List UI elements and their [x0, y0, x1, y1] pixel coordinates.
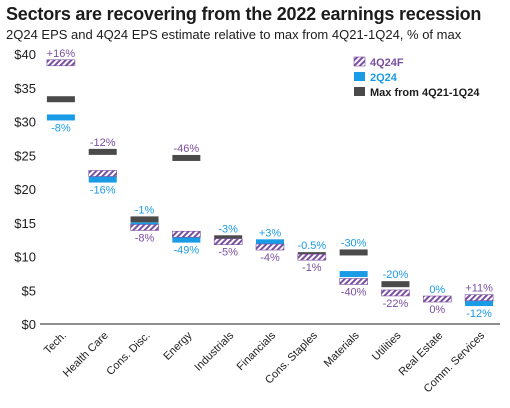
max-mark: [339, 249, 368, 256]
x-tick-label: Industrials: [192, 329, 236, 373]
max-mark: [88, 148, 117, 155]
y-tick-label: $5: [22, 283, 36, 298]
actual-mark: [46, 114, 75, 121]
y-tick-label: $30: [14, 115, 36, 130]
max-mark: [214, 235, 243, 242]
y-tick-label: $40: [14, 47, 36, 62]
legend-label: 2Q24: [370, 72, 398, 84]
data-label-2q24: -49%: [174, 245, 200, 257]
forecast-mark: [172, 230, 201, 238]
data-label-4q24f: -5%: [218, 247, 238, 259]
forecast-mark: [339, 278, 368, 285]
actual-mark: [256, 239, 284, 246]
data-label-2q24: +3%: [259, 227, 282, 239]
forecast-mark: [46, 59, 76, 67]
x-tick-label: Financials: [235, 329, 279, 373]
data-label-4q24f: -22%: [383, 298, 409, 310]
data-label-2q24: 0%: [429, 284, 445, 296]
data-label-2q24: -16%: [90, 185, 116, 197]
data-label-4q24f: -8%: [135, 232, 155, 244]
legend-swatch: [354, 72, 365, 81]
chart-subtitle: 2Q24 EPS and 4Q24 EPS estimate relative …: [6, 27, 462, 42]
y-tick-label: $15: [14, 216, 36, 231]
x-tick-label: Health Care: [61, 330, 111, 380]
data-label-4q24f: -40%: [341, 286, 367, 298]
data-label-2q24: -20%: [383, 269, 409, 281]
forecast-mark: [88, 170, 118, 177]
forecast-mark: [255, 243, 285, 251]
legend-label: Max from 4Q21-1Q24: [370, 87, 480, 99]
legend-label: 4Q24F: [370, 57, 404, 69]
data-label-4q24f: -46%: [174, 143, 200, 155]
data-label-4q24f: -4%: [260, 252, 280, 264]
x-tick-label: Utilities: [370, 329, 404, 363]
x-tick-label: Cons. Disc.: [104, 330, 152, 378]
actual-mark: [88, 176, 117, 183]
y-tick-label: $0: [22, 317, 36, 332]
x-tick-label: Materials: [322, 329, 362, 369]
data-label-4q24f: -1%: [302, 262, 322, 274]
data-label-4q24f: +11%: [465, 283, 493, 295]
max-mark: [130, 216, 159, 223]
max-mark: [381, 281, 410, 288]
chart-title: Sectors are recovering from the 2022 ear…: [6, 4, 482, 24]
max-mark: [172, 154, 201, 161]
data-label-2q24: -1%: [135, 204, 155, 216]
forecast-mark: [213, 238, 243, 245]
y-tick-label: $20: [14, 182, 36, 197]
forecast-mark: [297, 253, 327, 261]
data-label-4q24f: +16%: [47, 48, 76, 60]
data-label-2q24: -3%: [218, 223, 238, 235]
legend-swatch: [354, 87, 365, 96]
chart-legend: 4Q24F 2Q24 Max from 4Q21-1Q24: [353, 56, 480, 99]
actual-mark: [172, 236, 201, 243]
actual-mark: [339, 271, 368, 278]
y-tick-label: $10: [14, 250, 36, 265]
forecast-mark: [130, 224, 159, 231]
legend-swatch: [353, 56, 366, 67]
forecast-mark: [381, 289, 410, 297]
data-label-2q24: -30%: [341, 237, 367, 249]
y-tick-label: $35: [14, 81, 36, 96]
max-mark: [46, 96, 75, 103]
y-tick-label: $25: [14, 148, 36, 163]
forecast-mark: [422, 295, 452, 303]
data-label-4q24f: -12%: [90, 137, 116, 149]
data-label-4q24f: 0%: [429, 304, 445, 316]
data-label-2q24: -8%: [51, 122, 71, 134]
x-tick-label: Energy: [161, 329, 194, 362]
actual-mark: [465, 300, 494, 307]
x-tick-label: Tech.: [42, 330, 69, 357]
data-label-2q24: -0.5%: [297, 240, 326, 252]
forecast-mark: [464, 294, 494, 301]
data-label-2q24: -12%: [466, 308, 492, 320]
